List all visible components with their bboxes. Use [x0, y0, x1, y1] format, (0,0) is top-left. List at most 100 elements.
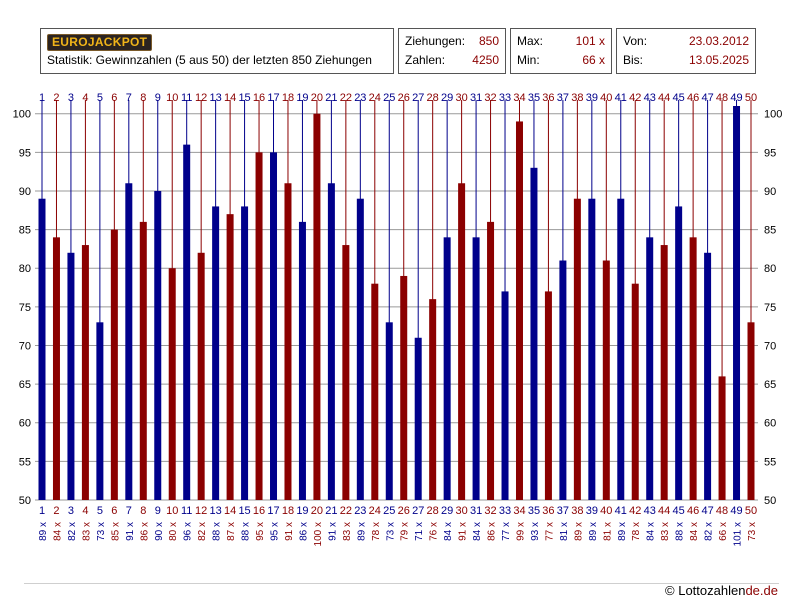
top-number-label: 17	[267, 92, 279, 104]
bottom-number-label: 42	[629, 505, 641, 517]
bar-10	[168, 268, 176, 500]
count-label: 93 x	[530, 522, 541, 541]
top-number-label: 5	[97, 92, 103, 104]
from-label: Von:	[623, 34, 648, 48]
y-tick-label-right: 65	[764, 379, 776, 391]
top-number-label: 24	[369, 92, 381, 104]
min-value: 66 x	[582, 53, 605, 67]
bar-46	[689, 237, 697, 501]
top-number-label: 49	[730, 92, 742, 104]
chart-subtitle: Statistik: Gewinnzahlen (5 aus 50) der l…	[47, 53, 372, 67]
bar-48	[718, 376, 726, 500]
top-number-label: 19	[296, 92, 308, 104]
bottom-number-label: 39	[586, 505, 598, 517]
count-label: 82 x	[197, 522, 208, 541]
bottom-number-label: 48	[716, 505, 728, 517]
bar-12	[197, 252, 205, 500]
min-label: Min:	[517, 53, 540, 67]
bar-5	[96, 322, 104, 500]
count-label: 88 x	[675, 522, 686, 541]
bar-40	[602, 260, 610, 500]
bottom-number-label: 50	[745, 505, 757, 517]
count-label: 85 x	[110, 522, 121, 541]
y-tick-label-right: 90	[764, 186, 776, 198]
count-label: 88 x	[241, 522, 252, 541]
bottom-number-label: 49	[730, 505, 742, 517]
top-number-label: 20	[311, 92, 323, 104]
bar-50	[747, 322, 755, 500]
bar-42	[631, 283, 639, 500]
bottom-number-label: 13	[210, 505, 222, 517]
bottom-number-label: 46	[687, 505, 699, 517]
bottom-number-label: 44	[658, 505, 670, 517]
bottom-number-label: 6	[111, 505, 117, 517]
count-label: 89 x	[356, 522, 367, 541]
y-tick-label-right: 85	[764, 225, 776, 237]
top-number-label: 22	[340, 92, 352, 104]
y-tick-label-right: 60	[764, 418, 776, 430]
bottom-number-label: 10	[166, 505, 178, 517]
count-label: 77 x	[501, 522, 512, 541]
top-number-label: 10	[166, 92, 178, 104]
count-label: 86 x	[139, 522, 150, 541]
top-number-label: 23	[354, 92, 366, 104]
bar-39	[588, 198, 596, 500]
y-tick-label-right: 80	[764, 263, 776, 275]
bottom-number-label: 16	[253, 505, 265, 517]
top-number-label: 35	[528, 92, 540, 104]
to-value: 13.05.2025	[688, 53, 749, 67]
bar-20	[313, 113, 321, 500]
count-label: 91 x	[284, 522, 295, 541]
top-number-label: 11	[181, 92, 192, 104]
count-label: 82 x	[67, 522, 78, 541]
y-tick-label-left: 90	[19, 186, 31, 198]
bar-3	[67, 252, 75, 500]
bar-9	[154, 190, 162, 500]
bottom-number-label: 3	[68, 505, 74, 517]
bottom-number-label: 33	[499, 505, 511, 517]
bar-19	[298, 221, 306, 500]
count-label: 66 x	[718, 522, 729, 541]
count-label: 84 x	[52, 522, 63, 541]
count-label: 71 x	[414, 522, 425, 541]
y-tick-label-left: 100	[13, 109, 31, 121]
count-label: 99 x	[515, 522, 526, 541]
max-value: 101 x	[575, 34, 605, 48]
bottom-number-label: 43	[644, 505, 656, 517]
count-label: 89 x	[573, 522, 584, 541]
numbers-label: Zahlen:	[405, 53, 446, 67]
bar-37	[559, 260, 567, 500]
bottom-number-label: 5	[97, 505, 103, 517]
bar-26	[400, 275, 408, 500]
count-label: 73 x	[747, 522, 758, 541]
bar-1	[38, 198, 46, 500]
count-label: 84 x	[472, 522, 483, 541]
top-number-label: 47	[701, 92, 713, 104]
bottom-number-label: 35	[528, 505, 540, 517]
numbers-value: 4250	[472, 53, 499, 67]
bar-2	[52, 237, 60, 501]
top-number-label: 2	[53, 92, 59, 104]
count-label: 101 x	[733, 522, 744, 546]
bottom-number-label: 38	[571, 505, 583, 517]
count-label: 96 x	[183, 522, 194, 541]
y-tick-label-left: 95	[19, 147, 31, 159]
bottom-number-label: 26	[398, 505, 410, 517]
top-number-label: 3	[68, 92, 74, 104]
top-number-label: 8	[140, 92, 146, 104]
top-number-label: 1	[39, 92, 45, 104]
max-label: Max:	[517, 34, 544, 48]
y-tick-label-left: 65	[19, 379, 31, 391]
bar-34	[515, 121, 523, 500]
bottom-number-label: 18	[282, 505, 294, 517]
top-number-label: 25	[383, 92, 395, 104]
bar-28	[429, 299, 437, 500]
top-number-label: 14	[224, 92, 236, 104]
count-label: 95 x	[255, 522, 266, 541]
bar-14	[226, 214, 234, 500]
bottom-number-label: 47	[701, 505, 713, 517]
title-panel: EUROJACKPOT Statistik: Gewinnzahlen (5 a…	[40, 28, 394, 74]
to-label: Bis:	[623, 53, 644, 67]
footer-copyright[interactable]: © Lottozahlende.de	[665, 583, 778, 598]
